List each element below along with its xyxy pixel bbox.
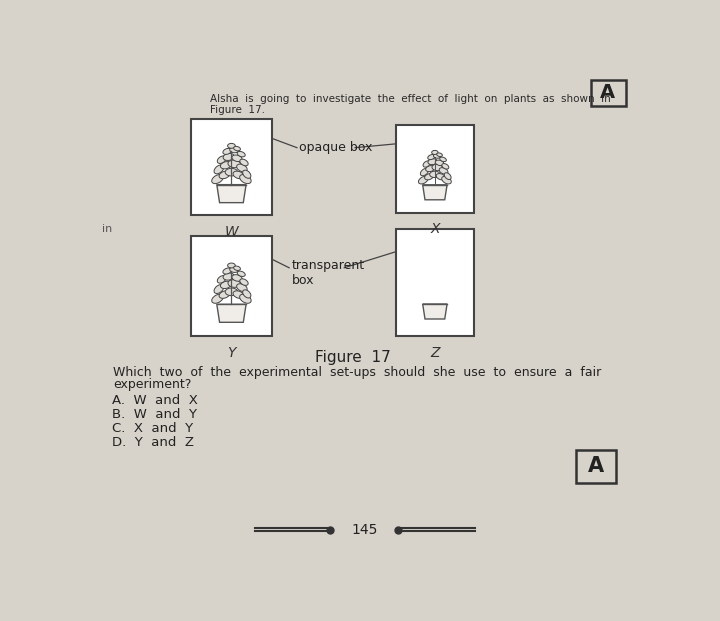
Ellipse shape — [223, 153, 234, 160]
Ellipse shape — [223, 148, 232, 155]
Ellipse shape — [225, 168, 238, 176]
Text: Z: Z — [430, 345, 440, 360]
Ellipse shape — [237, 164, 247, 172]
Ellipse shape — [240, 159, 248, 166]
Bar — [396, 125, 474, 213]
Ellipse shape — [240, 279, 248, 286]
Ellipse shape — [219, 171, 230, 179]
Text: Which  two  of  the  experimental  set-ups  should  she  use  to  ensure  a  fai: Which two of the experimental set-ups sh… — [113, 366, 601, 379]
Ellipse shape — [444, 173, 451, 179]
Text: B.  W  and  Y: B. W and Y — [112, 408, 197, 421]
Ellipse shape — [217, 156, 226, 163]
Text: transparent
box: transparent box — [292, 259, 364, 287]
Ellipse shape — [230, 147, 239, 153]
Ellipse shape — [214, 284, 224, 294]
Text: D.  Y  and  Z: D. Y and Z — [112, 436, 194, 448]
Text: opaque box: opaque box — [300, 141, 373, 154]
Ellipse shape — [237, 152, 246, 157]
Ellipse shape — [212, 294, 223, 303]
Ellipse shape — [225, 288, 238, 296]
Ellipse shape — [440, 157, 446, 161]
Text: Figure  17: Figure 17 — [315, 350, 390, 365]
Ellipse shape — [220, 161, 231, 169]
Ellipse shape — [423, 161, 431, 167]
Text: A: A — [588, 456, 604, 476]
Text: X: X — [430, 222, 440, 237]
Ellipse shape — [233, 291, 244, 298]
Ellipse shape — [442, 163, 449, 169]
Ellipse shape — [232, 155, 242, 161]
Ellipse shape — [436, 173, 445, 180]
Ellipse shape — [433, 153, 441, 158]
Ellipse shape — [237, 284, 247, 292]
Ellipse shape — [228, 263, 235, 268]
Ellipse shape — [240, 294, 251, 303]
Ellipse shape — [240, 175, 251, 184]
Ellipse shape — [243, 290, 251, 298]
Ellipse shape — [439, 168, 448, 174]
Ellipse shape — [223, 268, 232, 274]
Ellipse shape — [432, 165, 442, 171]
Ellipse shape — [425, 173, 433, 180]
Ellipse shape — [219, 291, 230, 298]
Ellipse shape — [228, 160, 240, 168]
Ellipse shape — [228, 279, 240, 288]
Ellipse shape — [243, 170, 251, 178]
Bar — [191, 236, 272, 337]
Text: in: in — [102, 224, 112, 233]
Ellipse shape — [233, 266, 240, 271]
Ellipse shape — [212, 175, 223, 184]
Text: A: A — [600, 83, 616, 102]
Ellipse shape — [228, 143, 235, 148]
Ellipse shape — [436, 160, 444, 166]
Text: Figure  17.: Figure 17. — [210, 106, 265, 116]
Ellipse shape — [418, 176, 428, 184]
Ellipse shape — [220, 281, 231, 289]
Text: experiment?: experiment? — [113, 378, 192, 391]
Ellipse shape — [232, 274, 242, 281]
Text: A.  W  and  X: A. W and X — [112, 394, 197, 407]
Text: Alsha  is  going  to  investigate  the  effect  of  light  on  plants  as  shown: Alsha is going to investigate the effect… — [210, 94, 611, 104]
Ellipse shape — [230, 267, 239, 273]
Ellipse shape — [233, 171, 244, 179]
Bar — [396, 229, 474, 337]
Ellipse shape — [214, 165, 224, 174]
Polygon shape — [423, 185, 447, 200]
Text: Y: Y — [228, 345, 235, 360]
Ellipse shape — [420, 168, 428, 176]
Ellipse shape — [428, 155, 435, 160]
Ellipse shape — [223, 273, 234, 280]
Polygon shape — [217, 304, 246, 322]
Ellipse shape — [432, 150, 438, 155]
Text: 145: 145 — [351, 523, 377, 537]
Ellipse shape — [237, 271, 246, 276]
Bar — [590, 80, 626, 106]
Ellipse shape — [428, 159, 437, 165]
Polygon shape — [423, 304, 447, 319]
Bar — [576, 450, 616, 483]
Text: W: W — [225, 225, 238, 238]
Text: C.  X  and  Y: C. X and Y — [112, 422, 193, 435]
Ellipse shape — [441, 176, 451, 184]
Ellipse shape — [217, 276, 226, 283]
Polygon shape — [217, 184, 246, 202]
Ellipse shape — [233, 147, 240, 151]
Ellipse shape — [426, 166, 435, 171]
Ellipse shape — [437, 153, 442, 156]
Ellipse shape — [430, 171, 440, 178]
Bar — [191, 119, 272, 215]
